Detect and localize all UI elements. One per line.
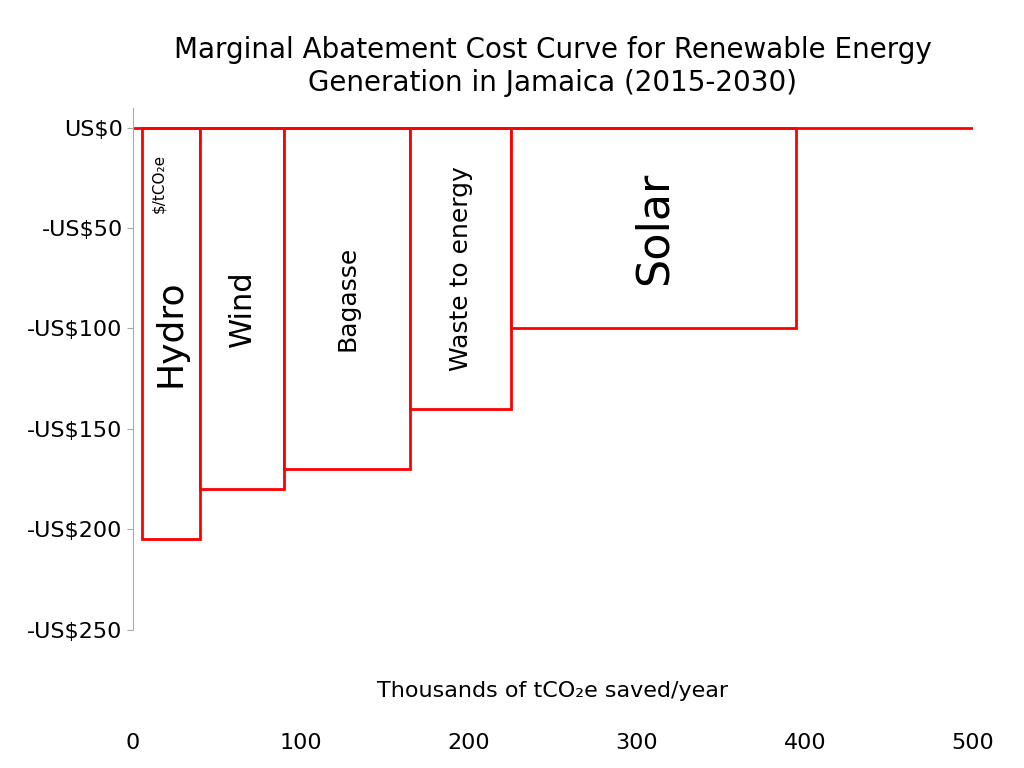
Text: 200: 200 <box>447 733 490 753</box>
Text: 300: 300 <box>615 733 658 753</box>
Text: 0: 0 <box>126 733 140 753</box>
Bar <box>285 127 411 469</box>
Text: 500: 500 <box>951 733 994 753</box>
Text: Bagasse: Bagasse <box>335 246 359 351</box>
Bar <box>201 127 285 489</box>
Bar <box>141 127 201 539</box>
Text: 400: 400 <box>783 733 826 753</box>
Text: Waste to energy: Waste to energy <box>449 166 473 371</box>
Text: $/tCO₂e: $/tCO₂e <box>151 154 166 214</box>
Bar <box>511 127 797 329</box>
Text: Thousands of tCO₂e saved/year: Thousands of tCO₂e saved/year <box>378 681 728 701</box>
Text: Wind: Wind <box>227 270 257 346</box>
Bar <box>411 127 511 409</box>
Text: 100: 100 <box>280 733 323 753</box>
Text: Solar: Solar <box>632 171 675 285</box>
Title: Marginal Abatement Cost Curve for Renewable Energy
Generation in Jamaica (2015-2: Marginal Abatement Cost Curve for Renewa… <box>174 36 932 97</box>
Text: Hydro: Hydro <box>154 280 188 387</box>
